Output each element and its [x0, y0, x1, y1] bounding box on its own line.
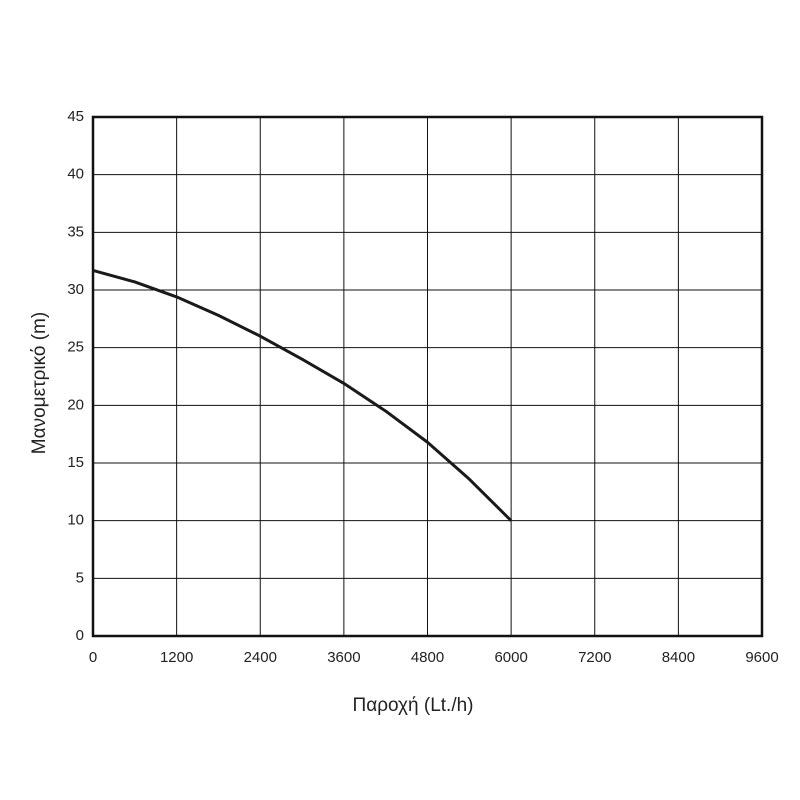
y-tick-label: 40: [67, 166, 84, 183]
x-tick-label: 7200: [578, 649, 611, 666]
x-tick-label: 9600: [745, 649, 778, 666]
x-tick-label: 2400: [244, 649, 277, 666]
x-tick-label: 8400: [662, 649, 695, 666]
y-tick-label: 30: [67, 281, 84, 298]
x-tick-label: 4800: [411, 649, 444, 666]
y-tick-label: 15: [67, 454, 84, 471]
y-tick-label: 5: [76, 569, 84, 586]
x-tick-label: 1200: [160, 649, 193, 666]
y-tick-label: 20: [67, 396, 84, 413]
y-axis-label: Μανομετρικό (m): [29, 312, 50, 454]
data-line: [92, 268, 513, 522]
y-tick-label: 45: [67, 108, 84, 125]
x-axis-label: Παροχή (Lt./h): [352, 695, 473, 716]
x-tick-label: 3600: [327, 649, 360, 666]
y-tick-label: 25: [67, 339, 84, 356]
y-tick-label: 0: [76, 627, 84, 644]
x-tick-label: 0: [89, 649, 97, 666]
plot-border: [91, 115, 764, 638]
x-tick-label: 6000: [494, 649, 527, 666]
y-tick-label: 35: [67, 223, 84, 240]
y-tick-label: 10: [67, 512, 84, 529]
